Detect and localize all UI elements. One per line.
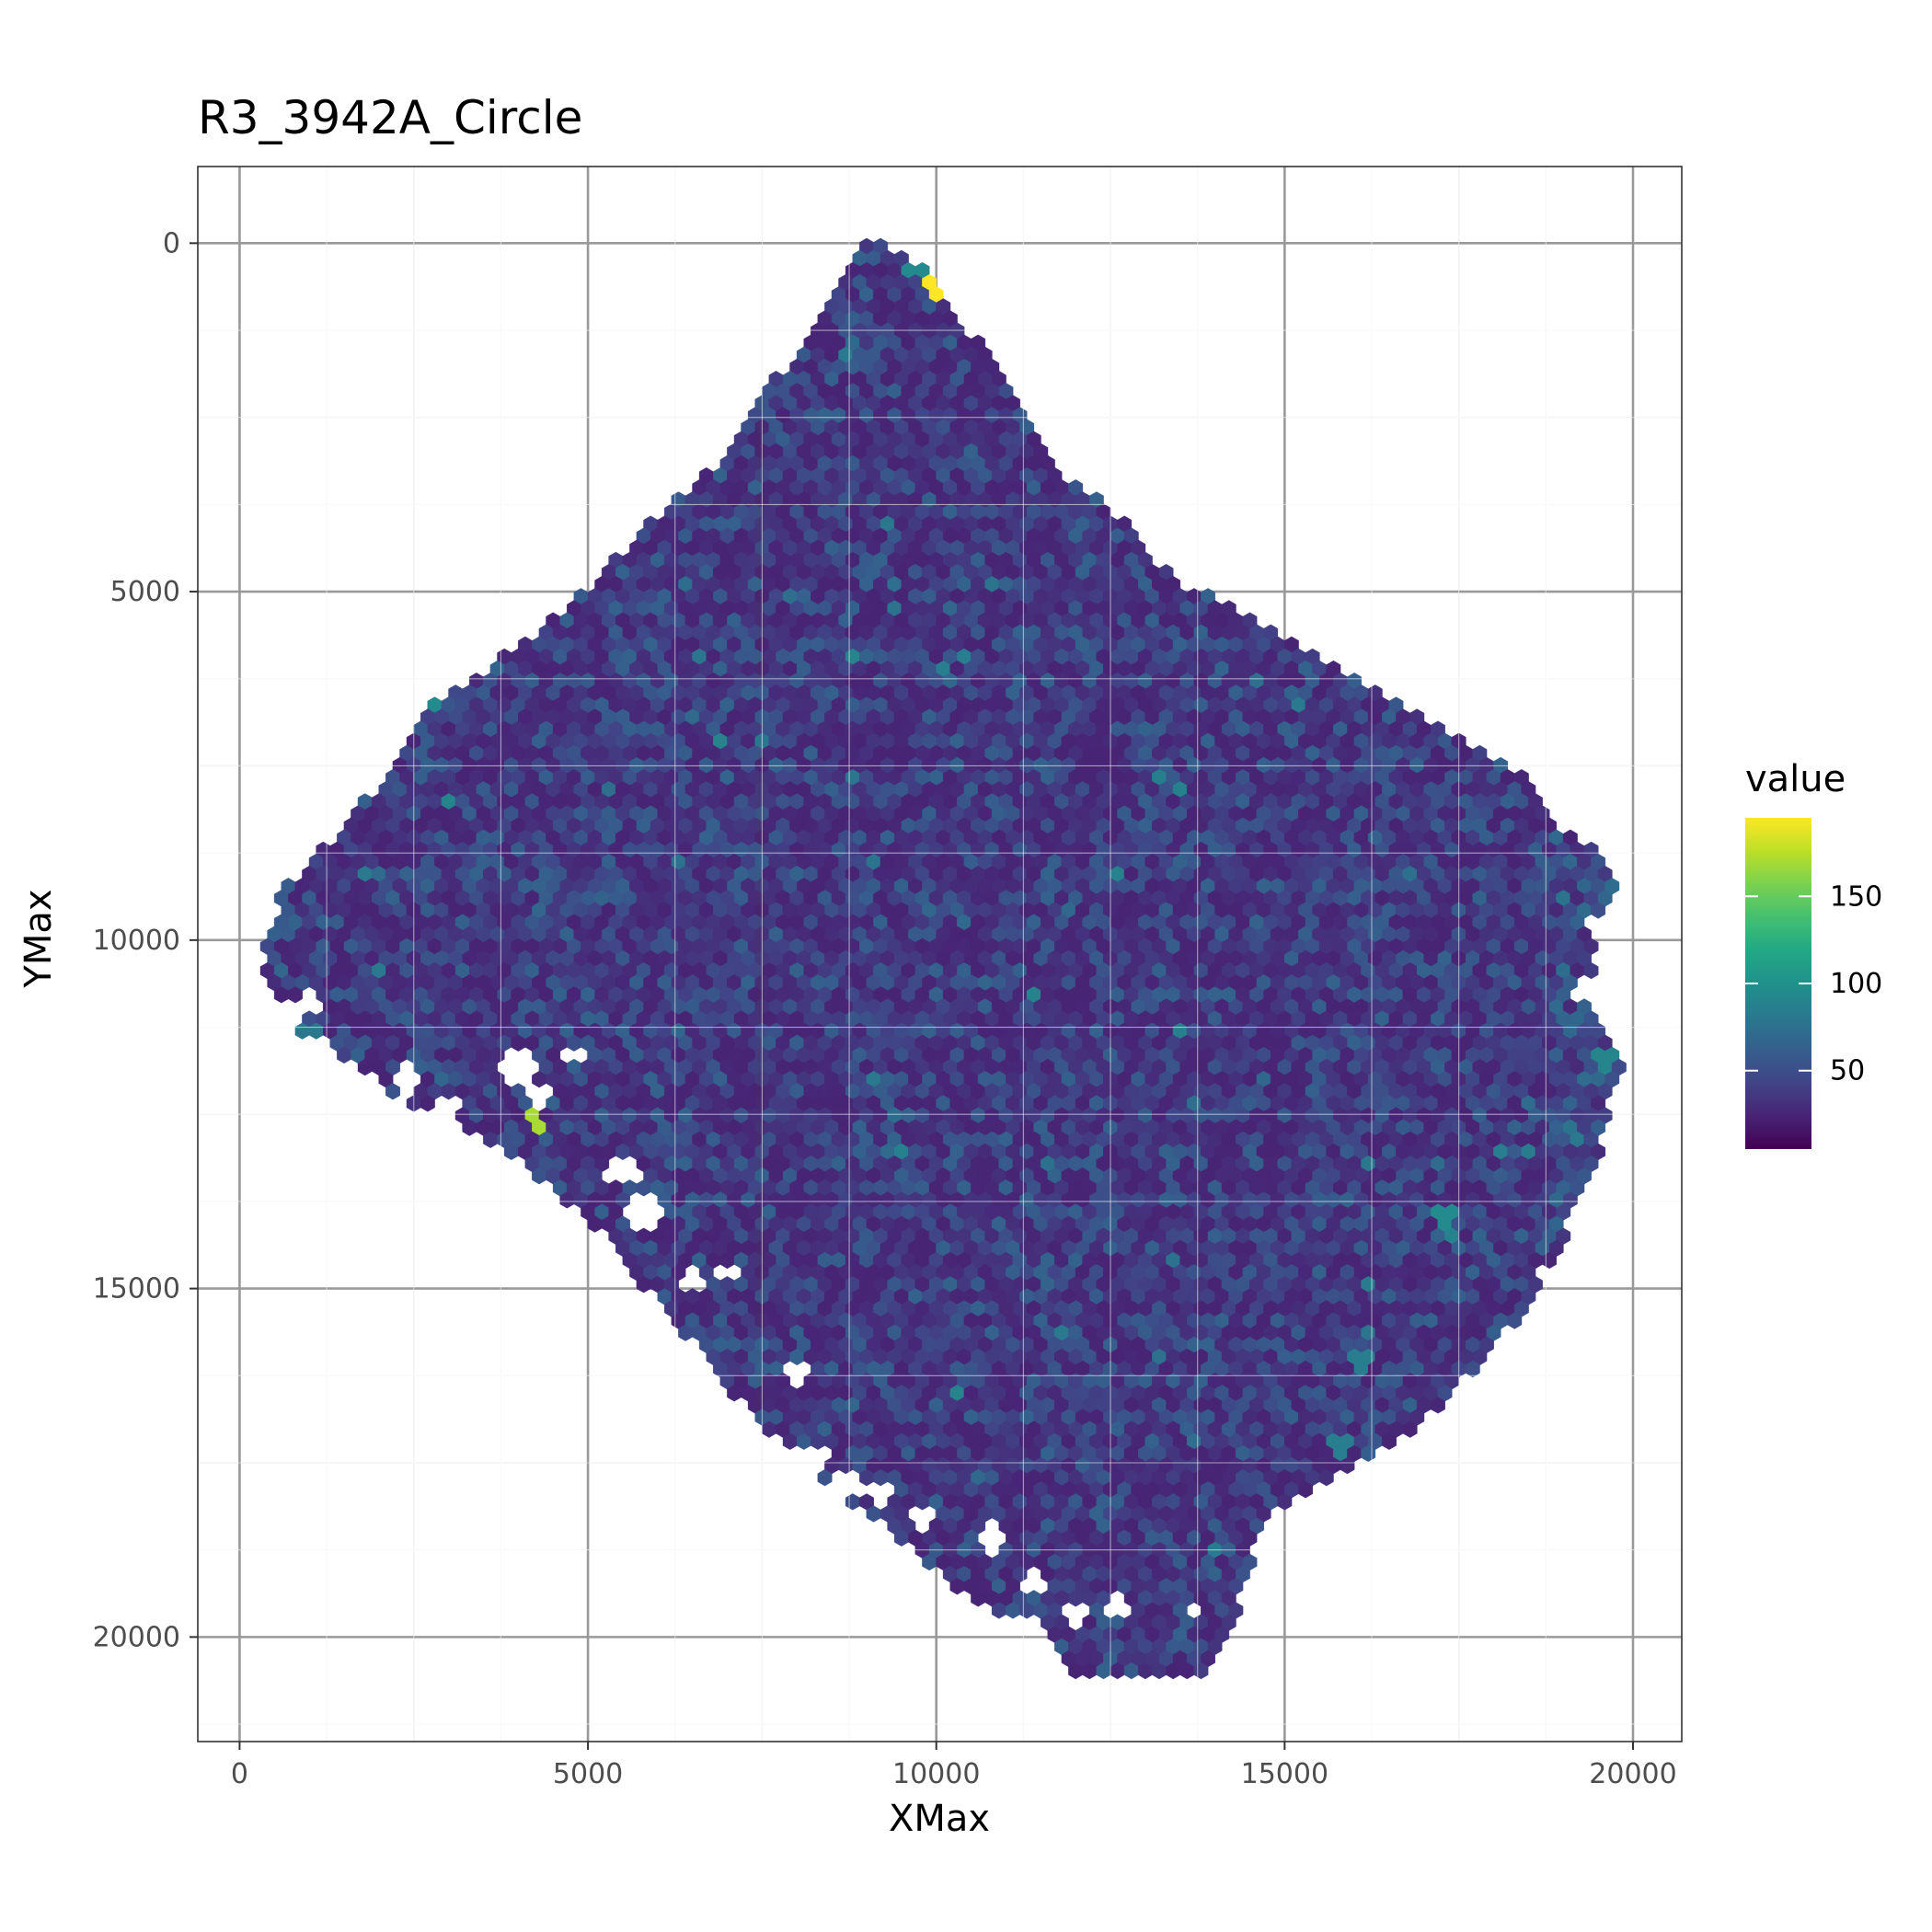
chart-title: R3_3942A_Circle <box>198 91 582 144</box>
plot-area <box>197 166 1683 1742</box>
hexbin-cells <box>259 237 1627 1680</box>
